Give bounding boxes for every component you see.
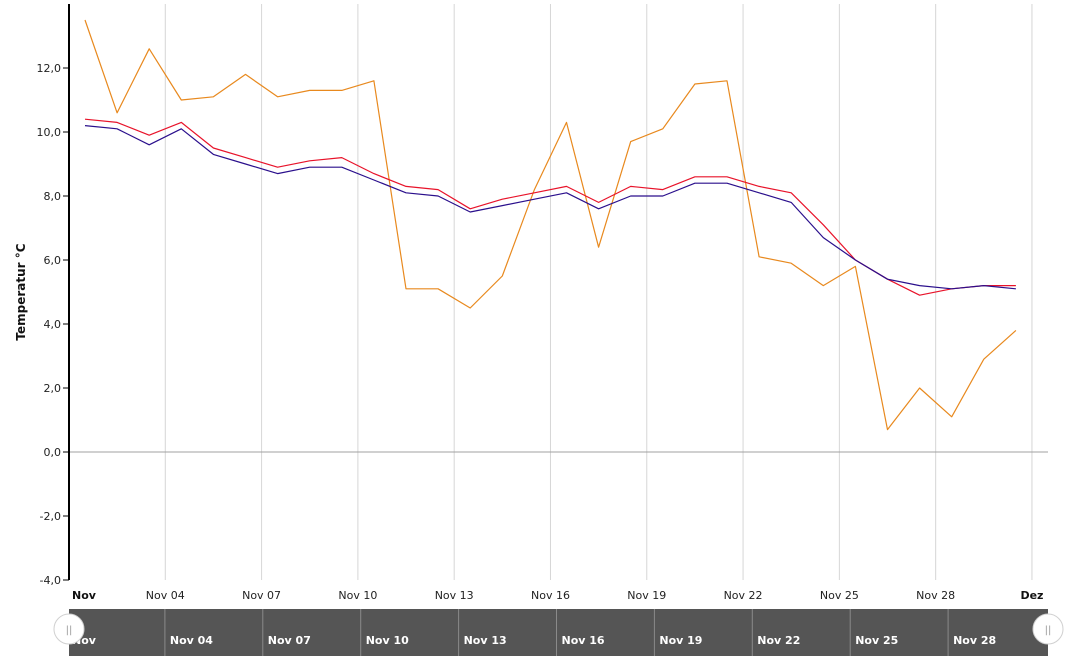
y-tick-label: 12,0	[37, 62, 62, 75]
x-tick-label: Nov 22	[724, 589, 763, 602]
y-tick-label: 2,0	[44, 382, 62, 395]
y-tick-label: 8,0	[44, 190, 62, 203]
y-tick-label: 6,0	[44, 254, 62, 267]
navigator-label: Nov 16	[562, 634, 605, 647]
handle-knob[interactable]	[53, 613, 85, 645]
x-tick-label: Dez	[1020, 589, 1043, 602]
x-tick-label: Nov 28	[916, 589, 955, 602]
navigator-label: Nov 28	[953, 634, 996, 647]
navigator-label: Nov 07	[268, 634, 311, 647]
navigator-label: Nov 22	[757, 634, 800, 647]
series-line-3	[84, 125, 1016, 290]
y-tick-label: 0,0	[44, 446, 62, 459]
navigator-label: Nov 19	[659, 634, 702, 647]
handle-grip-icon: ||	[1045, 625, 1052, 636]
navigator-label: Nov 13	[464, 634, 507, 647]
navigator-right-handle[interactable]: ||	[1032, 613, 1064, 645]
navigator-label: Nov 04	[170, 634, 213, 647]
navigator-label: Nov 25	[855, 634, 898, 647]
range-navigator[interactable]: Nov Nov 04 Nov 07 Nov 10 Nov 13 Nov 16 Nov 19 N…	[53, 609, 1064, 656]
x-tick-label: Nov	[72, 589, 97, 602]
handle-knob[interactable]	[1032, 613, 1064, 645]
y-tick-label: 4,0	[44, 318, 62, 331]
x-tick-label: Nov 19	[627, 589, 666, 602]
axes: -4,0 -2,0 0,0 2,0 4,0 6,0 8,0 10,0 12,0 Nov Nov 04…	[37, 4, 1043, 602]
y-tick-label: -2,0	[40, 510, 61, 523]
series-line-1	[84, 19, 1017, 431]
x-tick-label: Nov 07	[242, 589, 281, 602]
x-tick-label: Nov 25	[820, 589, 859, 602]
navigator-label: Nov 10	[366, 634, 409, 647]
x-tick-label: Nov 13	[435, 589, 474, 602]
grid	[69, 4, 1048, 580]
navigator-left-handle[interactable]: ||	[53, 613, 85, 645]
x-tick-label: Nov 10	[338, 589, 377, 602]
x-tick-label: Nov 16	[531, 589, 570, 602]
y-tick-label: -4,0	[40, 574, 61, 587]
y-axis-label: Temperatur °C	[14, 243, 28, 340]
handle-grip-icon: ||	[66, 625, 73, 636]
x-tick-label: Nov 04	[146, 589, 185, 602]
series	[84, 19, 1017, 431]
y-tick-label: 10,0	[37, 126, 62, 139]
navigator-band[interactable]	[69, 609, 1048, 656]
